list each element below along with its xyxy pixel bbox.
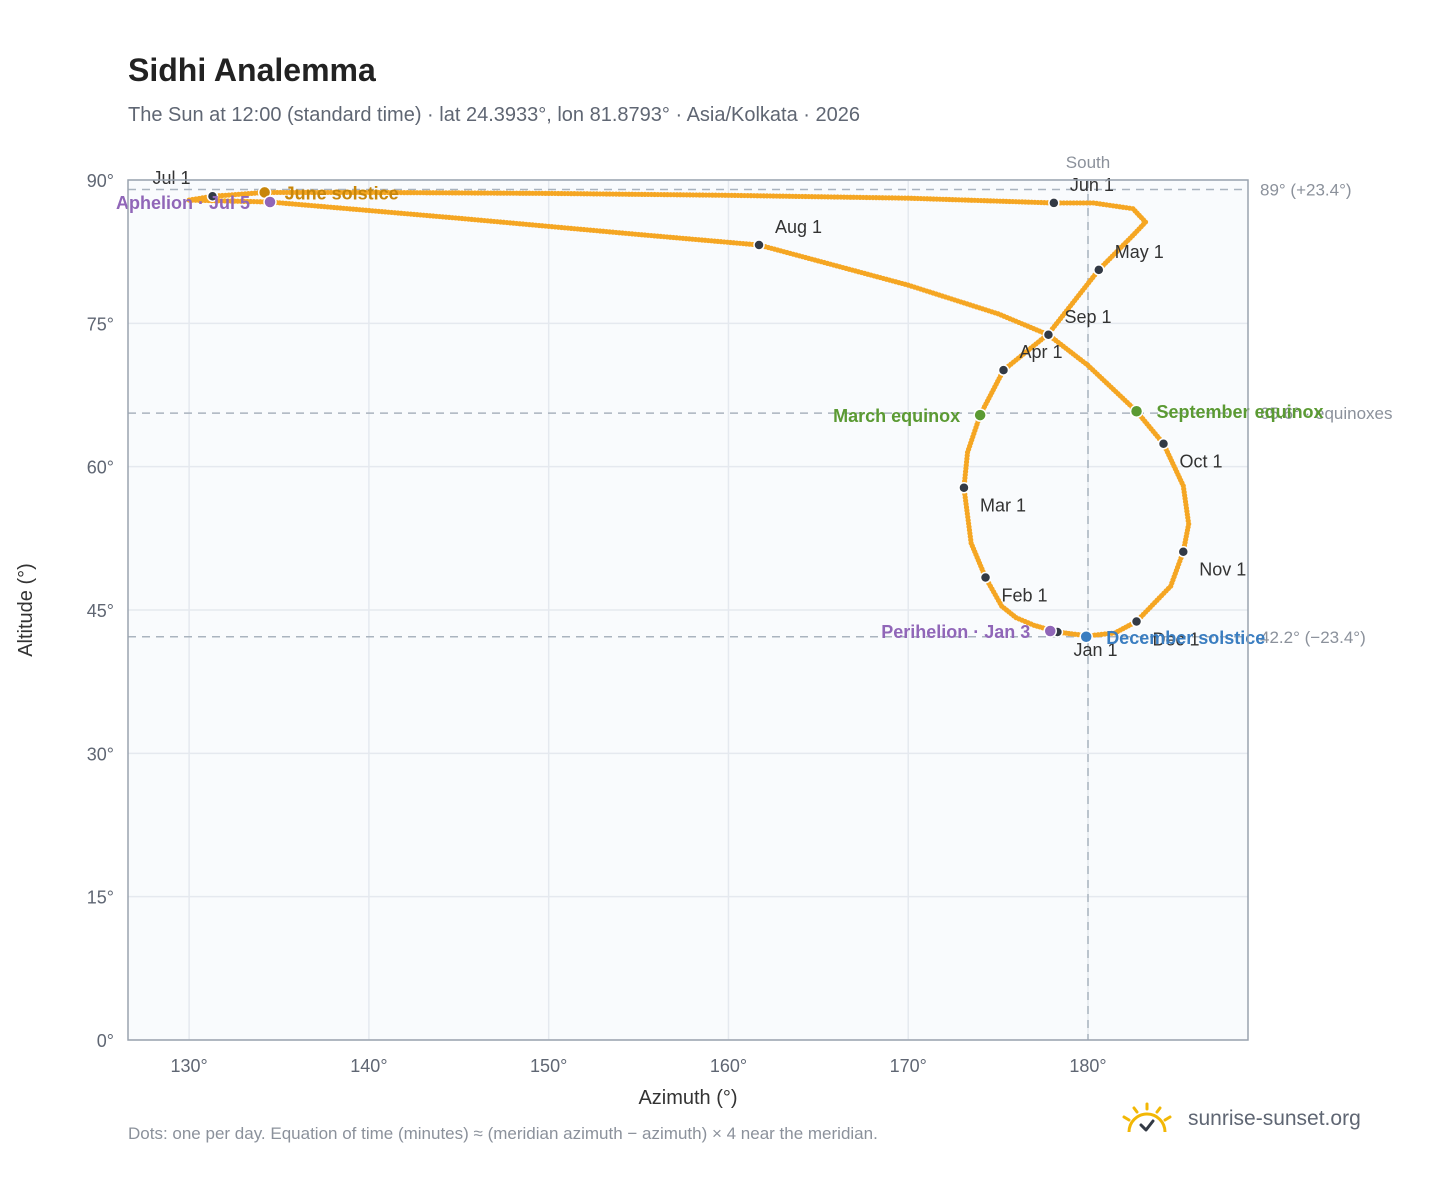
month-label: May 1 <box>1115 242 1164 262</box>
meridian-label: South <box>1066 153 1110 172</box>
month-label: Jul 1 <box>152 168 190 188</box>
month-marker <box>1177 545 1190 558</box>
event-label: Perihelion · Jan 3 <box>881 622 1030 642</box>
plot-frame <box>127 179 1249 1041</box>
x-tick-label: 180° <box>1069 1056 1106 1076</box>
month-label: Apr 1 <box>1020 342 1063 362</box>
month-marker <box>1157 437 1170 450</box>
event-marker <box>1129 404 1144 418</box>
month-label: Feb 1 <box>1002 586 1048 606</box>
month-marker <box>753 239 765 251</box>
x-tick-label: 160° <box>710 1056 747 1076</box>
month-marker <box>1048 197 1060 209</box>
y-tick-label: 90° <box>87 171 114 191</box>
y-tick-label: 60° <box>87 458 114 478</box>
y-tick-label: 45° <box>87 601 114 621</box>
x-tick-label: 130° <box>171 1056 208 1076</box>
reference-lines: South 89° (+23.4°) 65.6° · equinoxes 42.2° … <box>128 153 1393 1040</box>
footnote: Dots: one per day. Equation of time (min… <box>128 1124 878 1143</box>
event-marker <box>973 408 987 422</box>
month-marker <box>958 481 970 494</box>
y-axis-title: Altitude (°) <box>15 563 37 657</box>
event-markers: June solstice Aphelion · Jul 5 March equin… <box>116 183 1324 647</box>
y-tick-label: 0° <box>97 1031 114 1051</box>
y-tick-label: 75° <box>87 314 114 334</box>
sun-logo-icon <box>1122 1102 1172 1133</box>
x-axis-title: Azimuth (°) <box>638 1087 737 1109</box>
month-label: Oct 1 <box>1180 452 1223 472</box>
month-marker <box>206 190 219 202</box>
event-label: Aphelion · Jul 5 <box>116 193 250 213</box>
month-label: Jan 1 <box>1073 640 1117 660</box>
month-marker <box>1042 329 1055 341</box>
x-tick-label: 150° <box>530 1056 567 1076</box>
month-label: Sep 1 <box>1064 307 1111 327</box>
month-label: Aug 1 <box>775 217 822 237</box>
brand[interactable]: sunrise-sunset.org <box>1120 1102 1361 1136</box>
month-marker <box>979 571 992 584</box>
y-tick-label: 30° <box>87 744 114 764</box>
month-marker <box>997 364 1010 376</box>
month-label: Nov 1 <box>1199 560 1246 580</box>
y-tick-label: 15° <box>87 888 114 908</box>
event-label: September equinox <box>1157 402 1324 422</box>
month-label: Mar 1 <box>980 496 1026 516</box>
event-marker <box>1079 630 1093 644</box>
x-tick-label: 140° <box>350 1056 387 1076</box>
month-marker <box>1130 615 1143 628</box>
event-label: December solstice <box>1106 628 1265 648</box>
x-tick-label: 170° <box>890 1056 927 1076</box>
month-marker <box>1093 264 1105 276</box>
axis-ticks: 130° 140° 150° 160° 170° 180° 0° 15° 30° 45° 60° 75… <box>87 171 1107 1076</box>
reference-line-label: 89° (+23.4°) <box>1260 181 1352 200</box>
brand-name[interactable]: sunrise-sunset.org <box>1188 1107 1361 1130</box>
chart-title: Sidhi Analemma <box>128 52 376 88</box>
reference-line-label: 65.6° · equinoxes <box>1260 404 1393 423</box>
reference-line-label: 42.2° (−23.4°) <box>1260 628 1366 647</box>
analemma-path <box>186 189 1192 639</box>
chart-subtitle: The Sun at 12:00 (standard time) · lat 2… <box>128 104 861 126</box>
month-markers: Jan 1 Feb 1 Mar 1 Apr 1 May 1 Jun 1 Jul 1 Aug 1… <box>152 168 1246 660</box>
event-marker <box>263 195 277 209</box>
event-marker <box>1043 624 1057 638</box>
event-label: June solstice <box>285 183 399 203</box>
month-label: Dec 1 <box>1153 629 1200 649</box>
month-label: Jun 1 <box>1070 175 1114 195</box>
event-label: March equinox <box>833 406 960 426</box>
